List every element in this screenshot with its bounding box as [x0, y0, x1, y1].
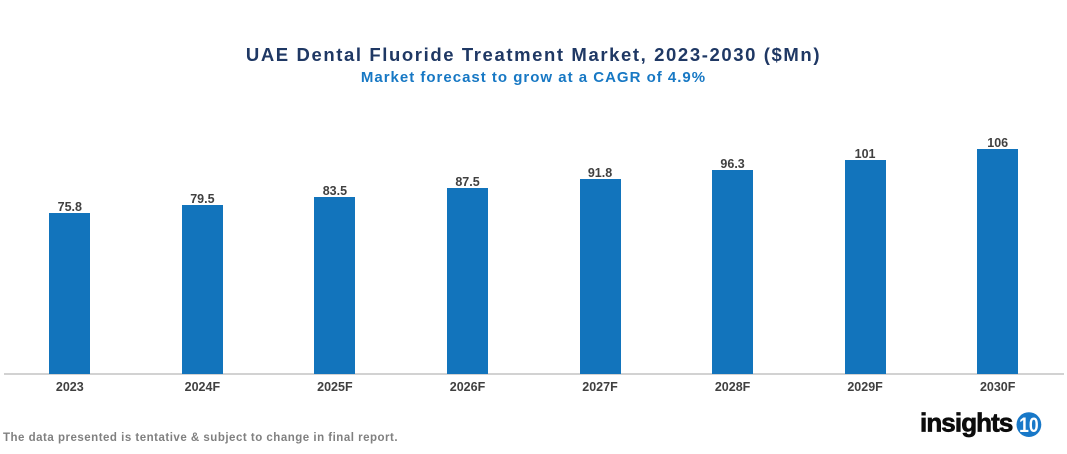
- svg-text:insights: insights: [920, 408, 1013, 438]
- svg-text:10: 10: [1019, 414, 1039, 437]
